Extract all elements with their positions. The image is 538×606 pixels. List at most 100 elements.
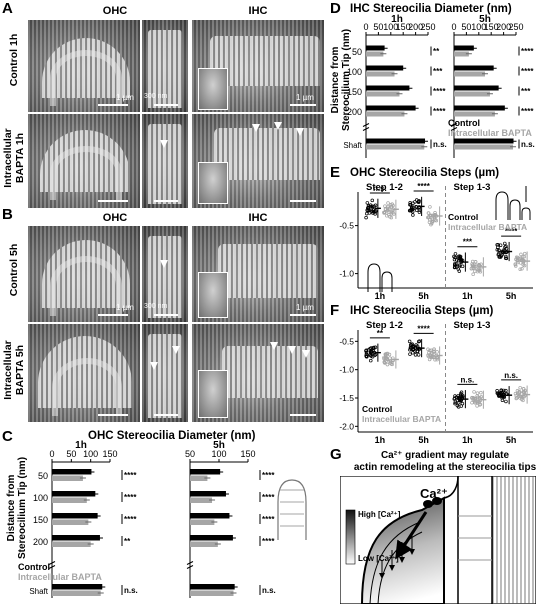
panel-label-c: C xyxy=(2,428,13,445)
data-point xyxy=(518,396,522,400)
data-point xyxy=(414,205,419,209)
legend-bapta: Intracellular BAPTA xyxy=(448,222,527,232)
group-label-1h: 1h xyxy=(462,435,473,445)
stereocilia-schematic-step12 xyxy=(367,263,393,292)
data-point xyxy=(414,208,419,213)
bar-bapta xyxy=(52,541,91,547)
data-point xyxy=(367,208,372,213)
data-point xyxy=(392,212,396,216)
data-point xyxy=(371,211,375,215)
x-tick-label: 100 xyxy=(211,449,226,459)
data-point xyxy=(518,267,522,271)
scale-300nm: 300 nm xyxy=(144,93,168,100)
legend-bapta: Intracellular BAPTA xyxy=(18,572,102,582)
data-point xyxy=(417,208,422,212)
data-point xyxy=(496,245,500,250)
chart-title-f: IHC Stereocilia Steps (µm) xyxy=(350,305,494,317)
data-point xyxy=(373,345,378,350)
x-tick-label: 100 xyxy=(83,449,98,459)
row-label-control-1h: Control 1h xyxy=(8,33,20,87)
data-point xyxy=(432,349,436,353)
legend-control: Control xyxy=(362,404,392,414)
data-point xyxy=(374,209,378,214)
axis-break xyxy=(48,565,56,569)
legend-bapta: Intracellular BAPTA xyxy=(448,128,532,138)
significance-label: **** xyxy=(417,324,430,333)
data-point xyxy=(521,398,525,403)
sem-ohc-bapta-1h xyxy=(28,114,140,208)
data-point xyxy=(432,215,437,220)
data-point xyxy=(477,263,482,268)
stereocilium-schematic xyxy=(277,479,307,540)
data-point xyxy=(518,385,522,390)
significance-label: **** xyxy=(262,471,275,480)
significance-label: n.s. xyxy=(433,140,447,149)
data-point xyxy=(452,263,457,267)
significance-label: **** xyxy=(262,493,275,502)
subplot-label-5h: 5h xyxy=(479,14,491,25)
bar-control xyxy=(454,45,474,51)
bar-control xyxy=(190,535,233,541)
data-point xyxy=(504,388,508,393)
data-point xyxy=(371,349,375,353)
group-label-5h: 5h xyxy=(506,291,517,301)
significance-label: n.s. xyxy=(460,375,474,384)
data-point xyxy=(453,265,457,269)
bar-control xyxy=(190,491,226,497)
bar-bapta xyxy=(190,519,215,525)
sem-ihc-control-1h: 1 µm xyxy=(192,20,324,112)
x-tick-label: 100 xyxy=(471,22,486,32)
data-point xyxy=(386,201,390,205)
data-point xyxy=(408,208,413,213)
step-1-3-label: Step 1-3 xyxy=(454,182,491,193)
y-axis-label-line1: Distance from xyxy=(6,475,17,542)
data-point xyxy=(417,339,422,343)
data-point xyxy=(504,399,508,404)
x-tick-label: 150 xyxy=(484,22,499,32)
data-point xyxy=(520,266,524,271)
data-point xyxy=(499,254,504,258)
y-axis-label-line1: Distance from xyxy=(330,47,341,114)
data-point xyxy=(478,396,482,400)
bar-control xyxy=(366,138,426,144)
data-point xyxy=(429,348,433,353)
panel-label-e: E xyxy=(330,164,341,181)
data-point xyxy=(368,203,373,207)
data-point xyxy=(497,248,501,253)
data-point xyxy=(504,254,508,259)
data-point xyxy=(503,241,507,246)
data-point xyxy=(387,210,391,214)
data-point xyxy=(417,210,422,214)
scale-1um-ihc: 1 µm xyxy=(296,93,314,102)
bar-bapta xyxy=(52,497,87,503)
significance-label: **** xyxy=(521,67,534,76)
legend-bapta: Intracellular BAPTA xyxy=(362,414,441,424)
scale-1um: 1 µm xyxy=(116,93,134,102)
category-label-200: 200 xyxy=(33,537,48,547)
panel-label-g: G xyxy=(330,446,342,463)
sem-ohc-zoom-bapta-1h xyxy=(142,114,188,208)
bar-control xyxy=(454,105,505,111)
data-point xyxy=(364,215,368,220)
category-label-Shaft: Shaft xyxy=(29,587,48,596)
y-axis-label: Distance fromStereocilium Tip (nm) xyxy=(6,457,28,559)
bar-control xyxy=(190,469,221,475)
chart-ohc-diameter: Distance fromStereocilium Tip (nm) 1h 0 50 1… xyxy=(6,440,307,598)
data-point xyxy=(383,204,387,208)
significance-label: n.s. xyxy=(262,586,276,595)
bar-bapta xyxy=(366,71,395,77)
data-point xyxy=(477,400,482,404)
data-point xyxy=(434,218,439,223)
bar-bapta xyxy=(454,91,490,97)
category-label-50: 50 xyxy=(38,471,48,481)
bar-control xyxy=(52,491,96,497)
data-point xyxy=(457,263,462,268)
label-calcium-ion: Ca²⁺ xyxy=(420,486,448,501)
data-point xyxy=(417,199,421,204)
data-point xyxy=(371,208,375,212)
data-point xyxy=(365,201,370,205)
bar-bapta xyxy=(366,144,425,150)
x-tick-label: 50 xyxy=(185,449,195,459)
bar-bapta xyxy=(190,590,234,596)
x-tick-label: 50 xyxy=(461,22,471,32)
